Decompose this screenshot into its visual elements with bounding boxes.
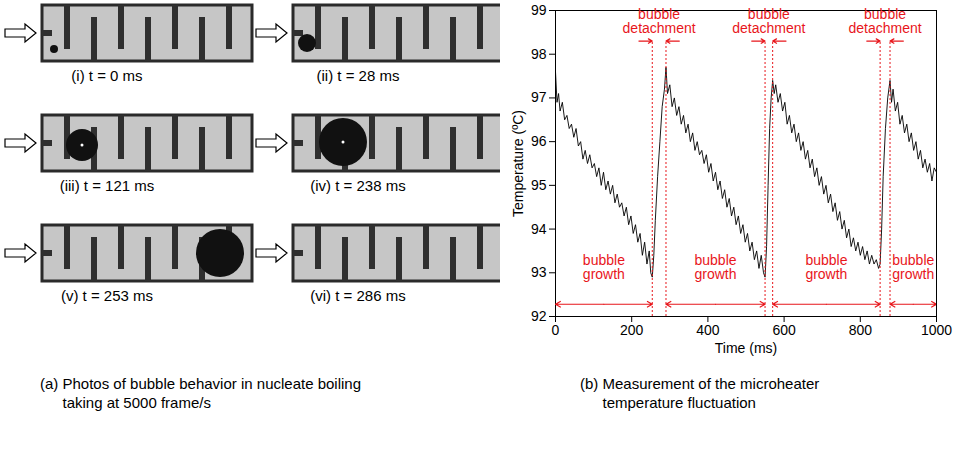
- svg-text:bubbledetachment: bubbledetachment: [623, 6, 696, 36]
- svg-text:(iv) t = 238 ms: (iv) t = 238 ms: [310, 177, 405, 194]
- svg-text:0: 0: [552, 322, 560, 338]
- svg-text:(iii) t = 121 ms: (iii) t = 121 ms: [60, 177, 155, 194]
- svg-text:Temperature (ºC): Temperature (ºC): [510, 110, 526, 217]
- html-text:(b) Measurement of the microhe: (b) Measurement of the microheater tempe…: [580, 375, 820, 411]
- svg-text:600: 600: [772, 322, 796, 338]
- svg-text:98: 98: [531, 46, 547, 62]
- svg-text:400: 400: [696, 322, 720, 338]
- svg-text:1000: 1000: [921, 322, 952, 338]
- svg-text:800: 800: [849, 322, 873, 338]
- svg-text:(i) t = 0 ms: (i) t = 0 ms: [71, 67, 142, 84]
- svg-text:95: 95: [531, 177, 547, 193]
- svg-text:bubbledetachment: bubbledetachment: [732, 6, 805, 36]
- svg-text:Time (ms): Time (ms): [715, 340, 777, 356]
- svg-text:(ii) t = 28 ms: (ii) t = 28 ms: [317, 67, 400, 84]
- svg-text:(v) t = 253 ms: (v) t = 253 ms: [61, 287, 153, 304]
- svg-text:bubblegrowth: bubblegrowth: [805, 252, 847, 282]
- svg-text:bubblegrowth: bubblegrowth: [694, 252, 736, 282]
- html-text:(a) Photos of bubble behavior: (a) Photos of bubble behavior in nucleat…: [40, 375, 362, 411]
- svg-text:96: 96: [531, 133, 547, 149]
- svg-text:92: 92: [531, 308, 547, 324]
- svg-text:bubblegrowth: bubblegrowth: [892, 252, 934, 282]
- svg-text:97: 97: [531, 89, 547, 105]
- svg-text:94: 94: [531, 221, 547, 237]
- svg-text:(vi) t = 286 ms: (vi) t = 286 ms: [310, 287, 405, 304]
- svg-text:200: 200: [620, 322, 644, 338]
- svg-text:bubbledetachment: bubbledetachment: [848, 6, 921, 36]
- svg-text:93: 93: [531, 264, 547, 280]
- svg-text:99: 99: [531, 2, 547, 18]
- svg-text:bubblegrowth: bubblegrowth: [583, 252, 625, 282]
